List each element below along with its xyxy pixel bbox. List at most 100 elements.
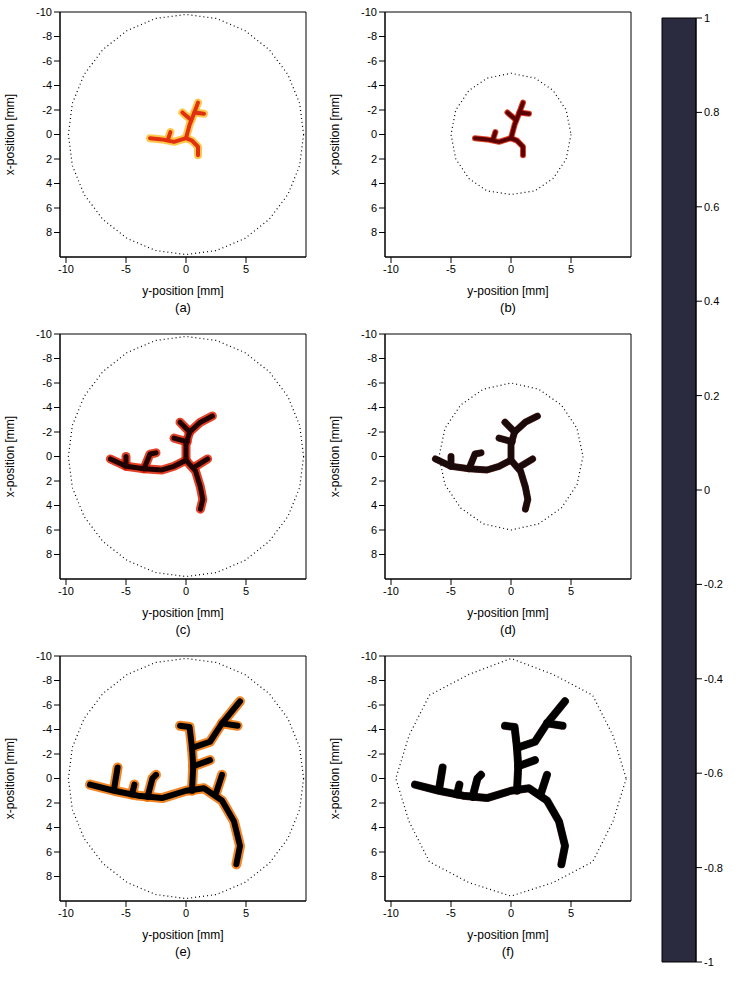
svg-text:4: 4: [46, 499, 52, 511]
svg-text:5: 5: [243, 907, 249, 919]
svg-text:x-position [mm]: x-position [mm]: [3, 738, 17, 819]
svg-text:0: 0: [46, 450, 52, 462]
svg-text:-1: -1: [704, 956, 714, 968]
svg-text:0: 0: [183, 263, 189, 275]
svg-text:x-position [mm]: x-position [mm]: [328, 738, 342, 819]
svg-text:8: 8: [46, 226, 52, 238]
svg-text:-6: -6: [367, 55, 377, 67]
svg-text:-0.4: -0.4: [704, 673, 723, 685]
svg-text:x-position [mm]: x-position [mm]: [328, 416, 342, 497]
svg-text:2: 2: [46, 475, 52, 487]
svg-text:-8: -8: [42, 674, 52, 686]
svg-text:0.2: 0.2: [704, 390, 719, 402]
svg-text:-10: -10: [36, 650, 52, 662]
svg-text:6: 6: [46, 524, 52, 536]
svg-text:-2: -2: [367, 748, 377, 760]
svg-text:-10: -10: [361, 650, 377, 662]
svg-text:-4: -4: [42, 723, 52, 735]
svg-text:2: 2: [371, 475, 377, 487]
svg-text:0.8: 0.8: [704, 106, 719, 118]
svg-text:-10: -10: [58, 907, 74, 919]
svg-text:5: 5: [243, 263, 249, 275]
svg-text:-8: -8: [42, 352, 52, 364]
svg-text:6: 6: [371, 524, 377, 536]
svg-text:5: 5: [568, 263, 574, 275]
svg-text:4: 4: [46, 177, 52, 189]
svg-text:5: 5: [568, 907, 574, 919]
svg-text:y-position [mm]: y-position [mm]: [142, 928, 223, 942]
svg-text:-4: -4: [42, 401, 52, 413]
svg-text:-10: -10: [361, 328, 377, 340]
svg-text:-8: -8: [42, 30, 52, 42]
svg-text:-5: -5: [121, 585, 131, 597]
svg-text:x-position [mm]: x-position [mm]: [3, 416, 17, 497]
svg-text:0.4: 0.4: [704, 295, 719, 307]
svg-text:x-position [mm]: x-position [mm]: [328, 94, 342, 175]
svg-text:0: 0: [508, 585, 514, 597]
svg-text:-8: -8: [367, 352, 377, 364]
svg-text:2: 2: [371, 797, 377, 809]
svg-text:0.6: 0.6: [704, 201, 719, 213]
svg-text:-6: -6: [367, 699, 377, 711]
svg-text:0: 0: [371, 450, 377, 462]
svg-text:0: 0: [183, 585, 189, 597]
svg-text:-10: -10: [36, 328, 52, 340]
svg-text:-10: -10: [36, 6, 52, 18]
svg-text:-4: -4: [42, 79, 52, 91]
svg-text:4: 4: [46, 821, 52, 833]
svg-text:-8: -8: [367, 30, 377, 42]
svg-text:-5: -5: [446, 907, 456, 919]
svg-text:-10: -10: [361, 6, 377, 18]
svg-text:0: 0: [183, 907, 189, 919]
svg-text:0: 0: [371, 772, 377, 784]
svg-text:6: 6: [371, 202, 377, 214]
svg-text:-4: -4: [367, 723, 377, 735]
svg-text:-6: -6: [367, 377, 377, 389]
svg-text:y-position [mm]: y-position [mm]: [142, 606, 223, 620]
svg-text:6: 6: [371, 846, 377, 858]
svg-text:6: 6: [46, 846, 52, 858]
svg-text:0: 0: [508, 907, 514, 919]
svg-text:-2: -2: [42, 426, 52, 438]
svg-text:y-position [mm]: y-position [mm]: [142, 284, 223, 298]
svg-text:-10: -10: [383, 907, 399, 919]
svg-text:8: 8: [46, 548, 52, 560]
svg-text:-5: -5: [446, 263, 456, 275]
svg-text:4: 4: [371, 499, 377, 511]
svg-text:y-position [mm]: y-position [mm]: [467, 606, 548, 620]
svg-text:-8: -8: [367, 674, 377, 686]
svg-text:0: 0: [704, 484, 710, 496]
svg-text:-2: -2: [367, 426, 377, 438]
svg-text:0: 0: [46, 128, 52, 140]
svg-text:-0.6: -0.6: [704, 767, 723, 779]
svg-text:2: 2: [46, 797, 52, 809]
svg-text:-5: -5: [446, 585, 456, 597]
svg-text:x-position [mm]: x-position [mm]: [3, 94, 17, 175]
svg-text:-2: -2: [42, 748, 52, 760]
svg-text:4: 4: [371, 177, 377, 189]
svg-text:0: 0: [46, 772, 52, 784]
svg-text:8: 8: [371, 226, 377, 238]
svg-text:-10: -10: [58, 263, 74, 275]
svg-text:5: 5: [568, 585, 574, 597]
svg-text:6: 6: [46, 202, 52, 214]
svg-text:-4: -4: [367, 79, 377, 91]
svg-text:2: 2: [371, 153, 377, 165]
svg-text:-10: -10: [383, 585, 399, 597]
svg-text:8: 8: [371, 548, 377, 560]
svg-text:y-position [mm]: y-position [mm]: [467, 928, 548, 942]
svg-text:y-position [mm]: y-position [mm]: [467, 284, 548, 298]
svg-text:8: 8: [46, 870, 52, 882]
svg-text:-2: -2: [42, 104, 52, 116]
svg-text:5: 5: [243, 585, 249, 597]
svg-text:1: 1: [704, 12, 710, 24]
svg-text:-5: -5: [121, 263, 131, 275]
svg-text:2: 2: [46, 153, 52, 165]
svg-text:0: 0: [508, 263, 514, 275]
svg-text:-4: -4: [367, 401, 377, 413]
svg-text:-6: -6: [42, 699, 52, 711]
svg-text:4: 4: [371, 821, 377, 833]
svg-text:8: 8: [371, 870, 377, 882]
svg-text:0: 0: [371, 128, 377, 140]
svg-text:-10: -10: [58, 585, 74, 597]
